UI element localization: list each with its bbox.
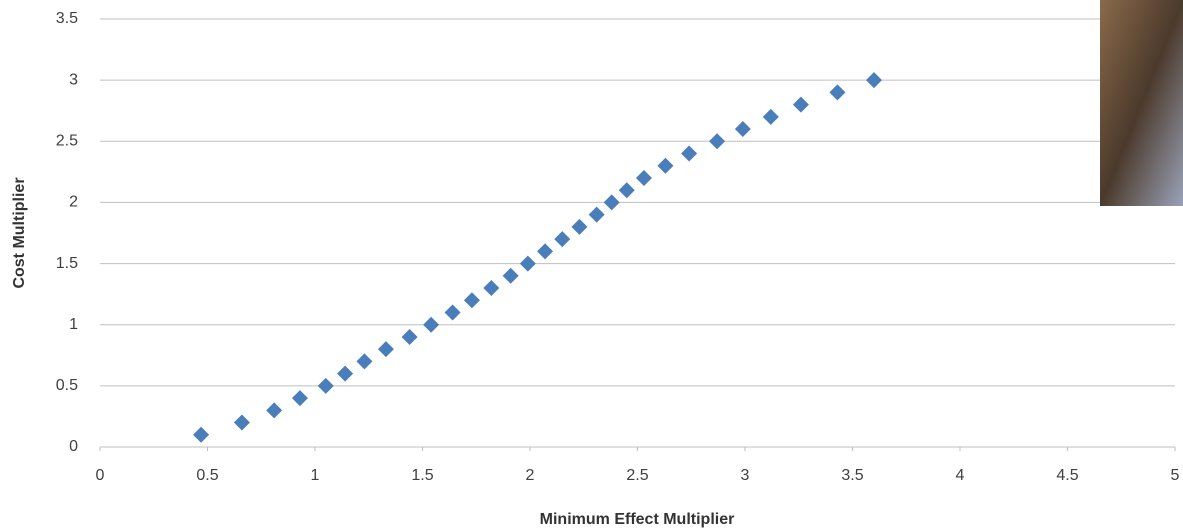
point [445, 304, 461, 320]
point [604, 194, 620, 210]
y-tick-label: 0.5 [56, 377, 78, 394]
point [709, 133, 725, 149]
point [537, 243, 553, 259]
y-tick-label: 3 [69, 71, 78, 88]
photo [1100, 0, 1183, 206]
point [337, 366, 353, 382]
y-tick-label: 2 [69, 194, 78, 211]
point [266, 402, 282, 418]
chart: 0 0.5 1 1.5 2 2.5 3 3.5 0 0.5 1 1.5 2 2.5 3 3.5 4 4.5 5 Mi… [0, 0, 1183, 532]
x-tick-label: 1 [311, 467, 320, 484]
y-tick-label: 2.5 [56, 133, 78, 150]
point [571, 219, 587, 235]
point [318, 378, 334, 394]
x-tick-label: 0.5 [196, 467, 218, 484]
plot-area: 0 0.5 1 1.5 2 2.5 3 3.5 0 0.5 1 1.5 2 2.5 3 3.5 4 4.5 5 [56, 10, 1180, 484]
point [735, 121, 751, 137]
point [193, 427, 209, 443]
x-tick-label: 5 [1171, 467, 1180, 484]
x-tick-label: 2.5 [626, 467, 648, 484]
point [793, 97, 809, 113]
point [483, 280, 499, 296]
x-tick-label: 3.5 [841, 467, 863, 484]
point [636, 170, 652, 186]
y-tick-label: 1.5 [56, 255, 78, 272]
point [378, 341, 394, 357]
point [464, 292, 480, 308]
point [763, 109, 779, 125]
x-tick-label: 0 [96, 467, 105, 484]
x-tick-label: 2 [526, 467, 535, 484]
y-tick-label: 0 [69, 438, 78, 455]
x-tick-label: 3 [741, 467, 750, 484]
point [423, 317, 439, 333]
point [554, 231, 570, 247]
x-tick-label: 1.5 [411, 467, 433, 484]
point [402, 329, 418, 345]
x-tick-label: 4 [956, 467, 965, 484]
point [520, 256, 536, 272]
point [681, 146, 697, 162]
point [292, 390, 308, 406]
y-tick-label: 3.5 [56, 10, 78, 27]
y-axis-title: Cost Multiplier [11, 177, 28, 288]
x-tick-label: 4.5 [1056, 467, 1078, 484]
y-tick-label: 1 [69, 316, 78, 333]
point [234, 415, 250, 431]
point [657, 158, 673, 174]
point [619, 182, 635, 198]
point [356, 353, 372, 369]
point [829, 84, 845, 100]
point [503, 268, 519, 284]
point [589, 207, 605, 223]
x-axis-title: Minimum Effect Multiplier [540, 511, 735, 528]
page: {"chart_data": {"type": "scatter", "x_la… [0, 0, 1183, 532]
point [866, 72, 882, 88]
